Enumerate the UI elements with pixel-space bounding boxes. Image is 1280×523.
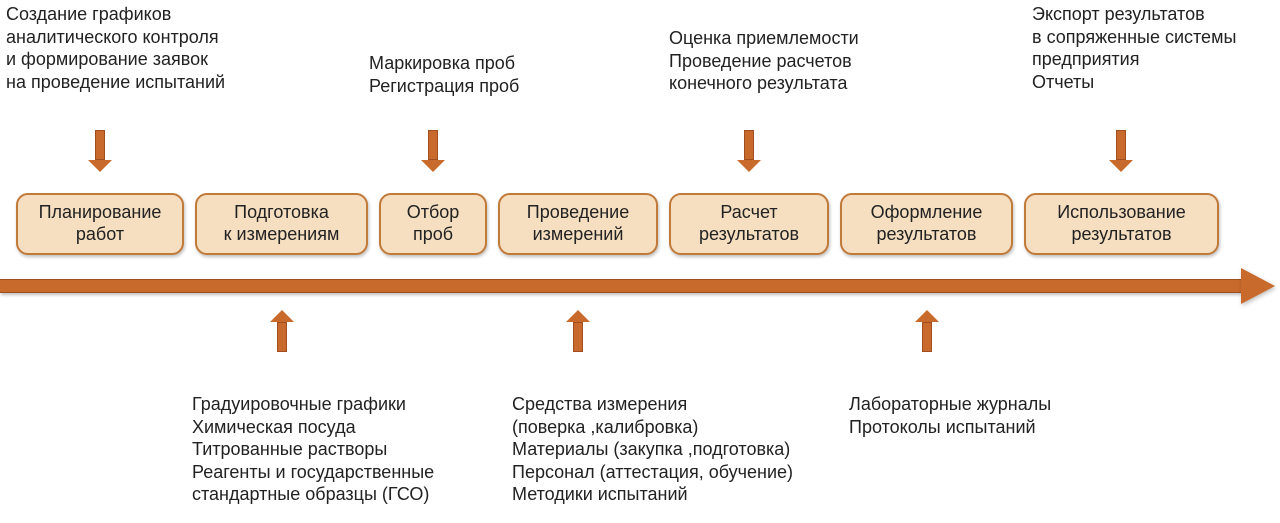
anno-use: Экспорт результатов в сопряженные систем… — [1032, 3, 1272, 93]
process-flow-diagram: Планирование работПодготовка к измерения… — [0, 0, 1280, 523]
stage-calc: Расчет результатов — [669, 193, 829, 255]
stage-preparation: Подготовка к измерениям — [195, 193, 368, 255]
anno-preparation: Градуировочные графики Химическая посуда… — [192, 393, 492, 506]
stage-planning: Планирование работ — [16, 193, 184, 255]
stage-use: Использование результатов — [1024, 193, 1219, 255]
stage-sampling: Отбор проб — [379, 193, 487, 255]
anno-format: Лабораторные журналы Протоколы испытаний — [849, 393, 1109, 438]
anno-planning: Создание графиков аналитического контрол… — [6, 3, 266, 93]
anno-sampling: Маркировка проб Регистрация проб — [369, 52, 569, 97]
stage-format: Оформление результатов — [840, 193, 1013, 255]
anno-measure: Средства измерения (поверка ,калибровка)… — [512, 393, 832, 506]
stage-measure: Проведение измерений — [498, 193, 658, 255]
anno-calc: Оценка приемлемости Проведение расчетов … — [669, 27, 899, 95]
timeline-arrow — [0, 266, 1275, 306]
